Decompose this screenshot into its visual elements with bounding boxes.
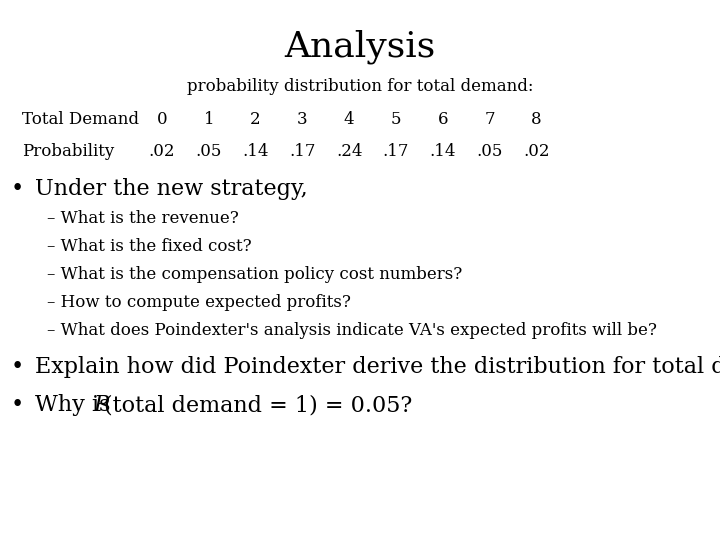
Text: Under the new strategy,: Under the new strategy, (35, 178, 307, 200)
Text: •: • (11, 356, 24, 379)
Text: – How to compute expected profits?: – How to compute expected profits? (47, 294, 351, 310)
Text: .17: .17 (289, 143, 315, 160)
Text: 0: 0 (157, 111, 167, 127)
Text: – What is the fixed cost?: – What is the fixed cost? (47, 238, 251, 254)
Text: •: • (11, 394, 24, 416)
Text: 8: 8 (531, 111, 541, 127)
Text: 1: 1 (204, 111, 214, 127)
Text: .02: .02 (523, 143, 549, 160)
Text: 3: 3 (297, 111, 307, 127)
Text: .24: .24 (336, 143, 362, 160)
Text: probability distribution for total demand:: probability distribution for total deman… (186, 78, 534, 95)
Text: Explain how did Poindexter derive the distribution for total demand.: Explain how did Poindexter derive the di… (35, 356, 720, 379)
Text: 7: 7 (485, 111, 495, 127)
Text: – What does Poindexter's analysis indicate VA's expected profits will be?: – What does Poindexter's analysis indica… (47, 322, 657, 339)
Text: 6: 6 (438, 111, 448, 127)
Text: 4: 4 (344, 111, 354, 127)
Text: Probability: Probability (22, 143, 114, 160)
Text: •: • (11, 178, 24, 200)
Text: .14: .14 (430, 143, 456, 160)
Text: 2: 2 (251, 111, 261, 127)
Text: – What is the revenue?: – What is the revenue? (47, 210, 238, 226)
Text: Analysis: Analysis (284, 30, 436, 64)
Text: Total Demand: Total Demand (22, 111, 138, 127)
Text: 5: 5 (391, 111, 401, 127)
Text: (total demand = 1) = 0.05?: (total demand = 1) = 0.05? (104, 394, 412, 416)
Text: .05: .05 (477, 143, 503, 160)
Text: Why is: Why is (35, 394, 117, 416)
Text: .02: .02 (149, 143, 175, 160)
Text: P: P (94, 394, 109, 416)
Text: – What is the compensation policy cost numbers?: – What is the compensation policy cost n… (47, 266, 462, 282)
Text: .14: .14 (243, 143, 269, 160)
Text: .05: .05 (196, 143, 222, 160)
Text: .17: .17 (383, 143, 409, 160)
